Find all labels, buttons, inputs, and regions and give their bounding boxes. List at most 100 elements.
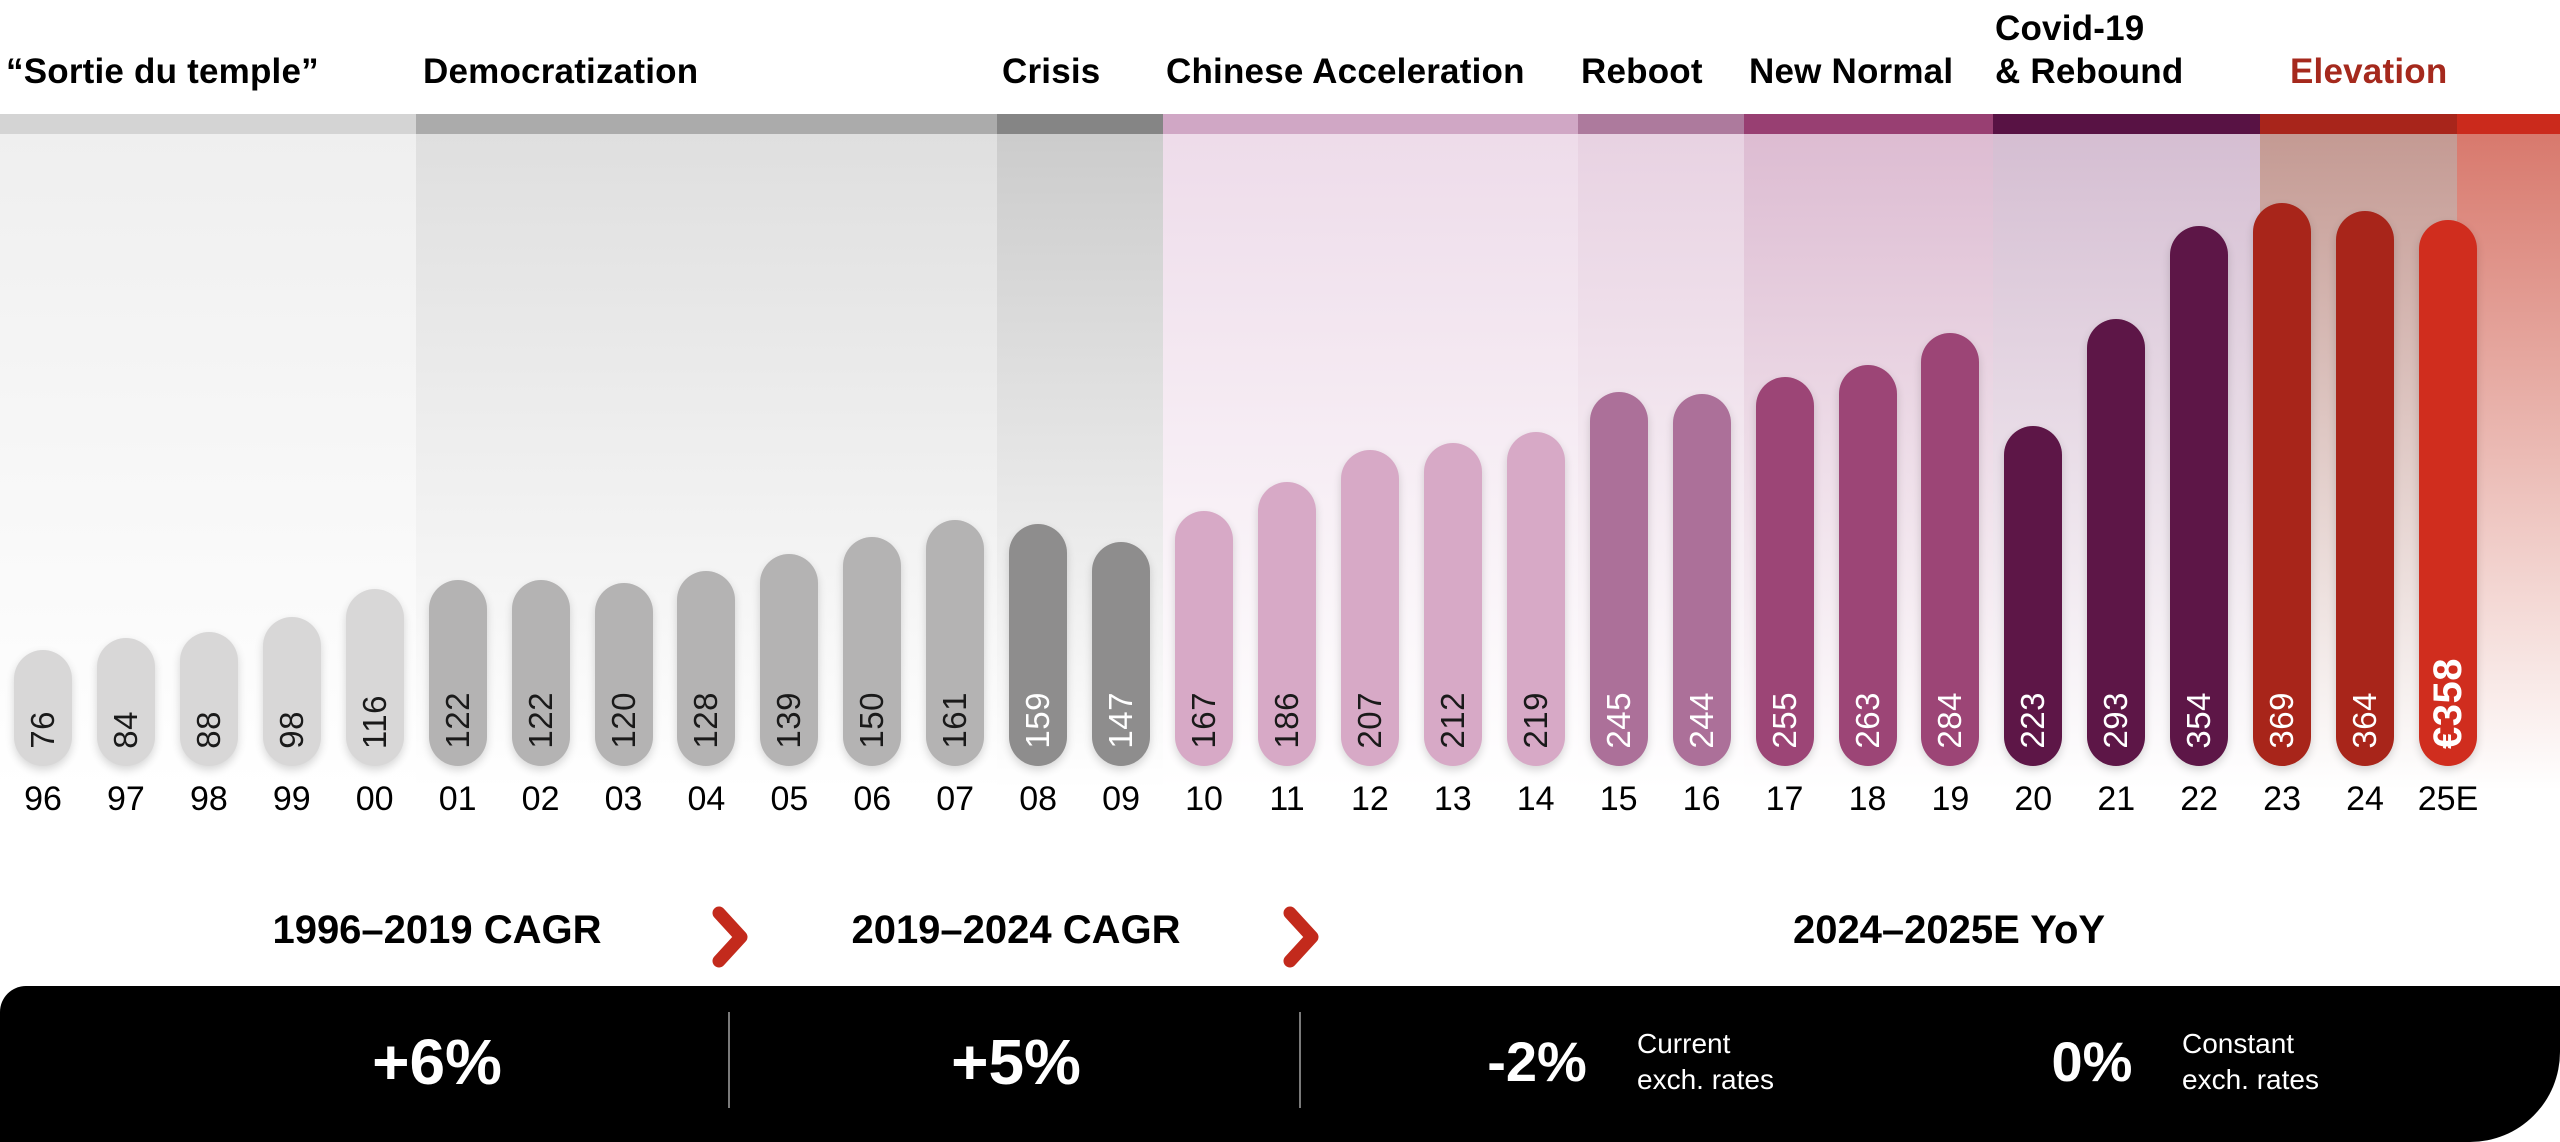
bar-value-04: 128 [687,692,725,749]
era-strip-new-normal [1744,114,1993,134]
stat-cagr-1996-2019: +6% [372,1026,502,1098]
bar-03: 120 [594,583,653,766]
bar-value-09: 147 [1102,692,1140,749]
era-label-crisis: Crisis [1002,52,1101,91]
bar-value-23: 369 [2263,692,2301,749]
era-strip-reboot [1578,114,1744,134]
bar-18: 263 [1838,365,1897,766]
bar-13: 212 [1423,443,1482,766]
x-axis-label-00: 00 [355,780,394,818]
x-axis-label-96: 96 [24,780,62,818]
bar-05: 139 [760,554,819,766]
x-axis-label-03: 03 [604,780,643,818]
x-axis-label-10: 10 [1185,780,1223,818]
bar-value-01: 122 [438,692,476,749]
bar-16: 244 [1672,394,1731,766]
period-label-2024-2025-yoy: 2024–2025E YoY [1792,908,2106,952]
chevron-right-icon [1283,906,1319,968]
stat-yoy-constant: 0% [2051,1030,2133,1093]
x-axis-label-11: 11 [1269,780,1305,818]
x-axis-label-07: 07 [936,780,975,818]
bar-17: 255 [1755,377,1814,766]
bar-08: 159 [1009,524,1068,766]
era-strip-sortie-du-temple [0,114,416,134]
bar-value-07: 161 [936,692,974,749]
x-axis-label-20: 20 [2014,780,2053,818]
bar-09: 147 [1092,542,1151,766]
x-axis-label-14: 14 [1516,780,1555,818]
era-strip-democratization [416,114,997,134]
x-axis-label-25E: 25E [2417,780,2479,818]
stat-cagr-2019-2024: +5% [951,1026,1081,1098]
period-label-1996-2019-cagr: 1996–2019 CAGR [272,908,602,952]
bar-21: 293 [2087,319,2146,766]
x-axis-label-17: 17 [1765,780,1804,818]
stat-yoy-current-note: Current exch. rates [1637,1028,1774,1095]
x-axis-label-06: 06 [853,780,892,818]
bar-value-10: 167 [1185,692,1222,749]
era-strip-chinese-acceleration [1163,114,1578,134]
era-label-chinese-acceleration: Chinese Acceleration [1166,52,1525,91]
era-label-new-normal: New Normal [1749,52,1954,91]
chevron-right-icon [712,906,748,968]
bar-22: 354 [2170,226,2229,766]
bar-value-22: 354 [2180,692,2218,749]
bar-value-17: 255 [1765,692,1803,749]
x-axis-label-98: 98 [189,780,228,818]
stats-footer-bar [0,986,2560,1142]
x-axis-label-19: 19 [1931,780,1970,818]
bar-value-25E: €358 [2425,658,2470,749]
bar-value-00: 116 [355,694,393,749]
x-axis-label-01: 01 [438,780,477,818]
bar-15: 245 [1589,392,1648,766]
era-strip-crisis [997,114,1163,134]
bar-value-11: 186 [1268,692,1305,749]
x-axis-label-24: 24 [2346,780,2384,818]
bar-value-99: 98 [272,711,310,749]
bar-value-05: 139 [770,692,808,749]
bar-20: 223 [2004,426,2063,766]
stat-yoy-current: -2% [1487,1030,1587,1093]
era-label-sortie-du-temple: “Sortie du temple” [6,52,319,91]
era-label-reboot: Reboot [1581,52,1703,91]
x-axis-label-05: 05 [770,780,809,818]
bar-value-19: 284 [1931,692,1969,749]
bar-02: 122 [511,580,570,766]
bar-value-98: 88 [189,711,227,749]
bar-96: 76 [14,650,72,766]
bar-12: 207 [1340,450,1399,766]
bar-value-13: 212 [1433,692,1471,749]
bar-00: 116 [345,589,404,766]
bar-04: 128 [677,571,736,766]
bar-value-03: 120 [604,692,642,749]
bar-98: 88 [179,632,238,766]
stat-yoy-constant-note: Constant exch. rates [2182,1028,2319,1095]
bar-value-96: 76 [24,711,61,749]
bar-11: 186 [1258,482,1316,766]
x-axis-label-99: 99 [272,780,311,818]
bar-25E: €358 [2419,220,2477,766]
bar-97: 84 [96,638,155,766]
bar-99: 98 [262,617,321,766]
bar-value-08: 159 [1019,692,1057,749]
bar-24: 364 [2336,211,2394,766]
bar-value-20: 223 [2014,692,2052,749]
x-axis-label-22: 22 [2180,780,2219,818]
bar-value-06: 150 [853,692,891,749]
x-axis-label-12: 12 [1350,780,1389,818]
period-label-2019-2024-cagr: 2019–2024 CAGR [851,908,1181,952]
stats-divider [728,1012,730,1108]
era-strip-elevation [2260,114,2457,134]
bar-value-12: 207 [1350,692,1388,749]
bar-value-21: 293 [2097,692,2135,749]
x-axis-label-23: 23 [2263,780,2301,818]
x-axis-label-13: 13 [1433,780,1472,818]
x-axis-label-21: 21 [2097,780,2136,818]
stats-divider [1299,1012,1301,1108]
era-label-covid-rebound: Covid-19 & Rebound [1995,9,2184,91]
bar-07: 161 [926,520,985,766]
bar-06: 150 [843,537,902,766]
bar-value-14: 219 [1516,692,1554,749]
era-label-democratization: Democratization [423,52,699,91]
